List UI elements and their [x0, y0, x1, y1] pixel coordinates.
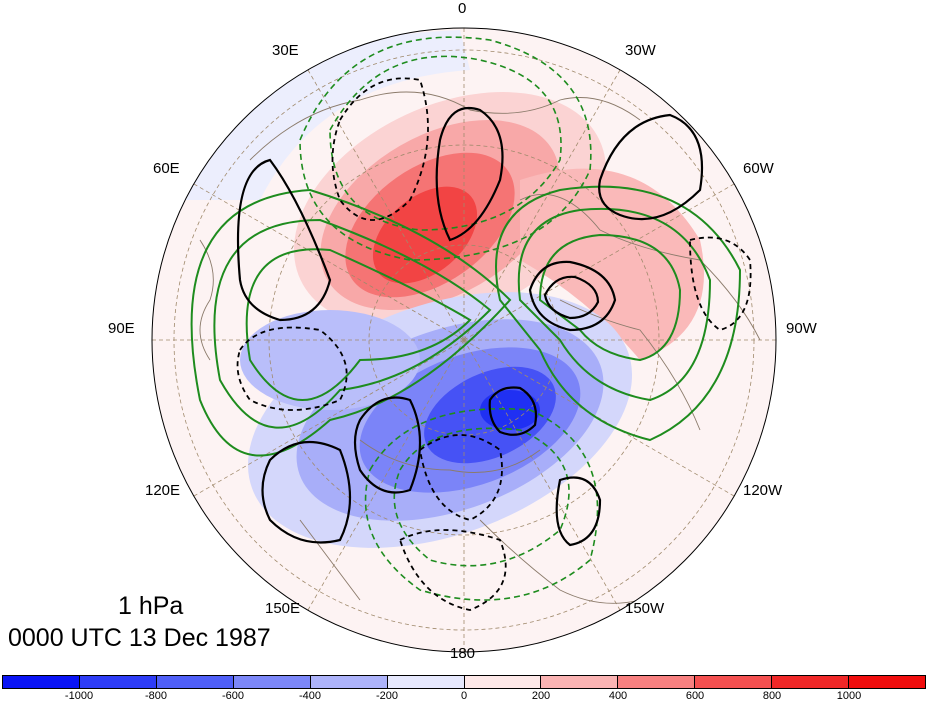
colorbar-tick-label: 400 — [608, 690, 628, 702]
colorbar-tick-label: -400 — [298, 690, 322, 702]
green-dashed-contours — [299, 36, 599, 601]
colorbar-cell — [79, 675, 157, 689]
lon-label-0: 0 — [458, 0, 467, 17]
shading-negative-left — [240, 310, 420, 410]
colorbar-tick-label: 800 — [762, 690, 782, 702]
colorbar-cell — [618, 675, 696, 689]
lon-label-30w: 30W — [625, 42, 656, 59]
colorbar-cell — [2, 675, 80, 689]
map-boundary — [151, 27, 777, 653]
colorbar-cell — [541, 675, 619, 689]
black-solid-contours — [236, 106, 704, 547]
level-caption: 1 hPa — [118, 592, 184, 620]
colorbar — [2, 675, 927, 689]
lon-label-120w: 120W — [743, 482, 783, 499]
lon-label-90e: 90E — [108, 320, 135, 337]
black-dashed-contours — [236, 77, 752, 611]
colorbar-tick-label: -600 — [221, 690, 245, 702]
colorbar-cell — [156, 675, 234, 689]
colorbar-tick-label: 1000 — [836, 690, 862, 702]
shading-positive-800 — [372, 186, 478, 284]
map-disc — [152, 28, 776, 652]
lon-label-150e: 150E — [265, 600, 301, 617]
colorbar-cell — [310, 675, 388, 689]
colorbar-tick-label: 200 — [531, 690, 551, 702]
shading-negative-1000 — [480, 390, 540, 430]
lon-label-30e: 30E — [272, 42, 299, 59]
colorbar-tick-label: -800 — [144, 690, 168, 702]
colorbar-tick-label: -1000 — [64, 690, 94, 702]
colorbar-cell — [233, 675, 311, 689]
lon-label-150w: 150W — [625, 600, 665, 617]
colorbar-tick-label: 600 — [685, 690, 705, 702]
lon-label-180: 180 — [450, 645, 476, 662]
green-solid-contours — [190, 185, 742, 457]
colorbar-tick-label: 0 — [460, 690, 468, 702]
lon-label-120e: 120E — [145, 482, 181, 499]
colorbar-cell — [772, 675, 850, 689]
colorbar-cell — [695, 675, 773, 689]
time-caption: 0000 UTC 13 Dec 1987 — [8, 624, 271, 652]
lon-label-60e: 60E — [153, 160, 180, 177]
colorbar-tick-label: -200 — [375, 690, 399, 702]
colorbar-cell — [849, 675, 927, 689]
graticule — [152, 28, 776, 652]
lon-label-60w: 60W — [743, 160, 774, 177]
shading-negative-light — [152, 30, 470, 200]
colorbar-cell — [464, 675, 542, 689]
colorbar-cell — [387, 675, 465, 689]
lon-label-90w: 90W — [786, 320, 817, 337]
